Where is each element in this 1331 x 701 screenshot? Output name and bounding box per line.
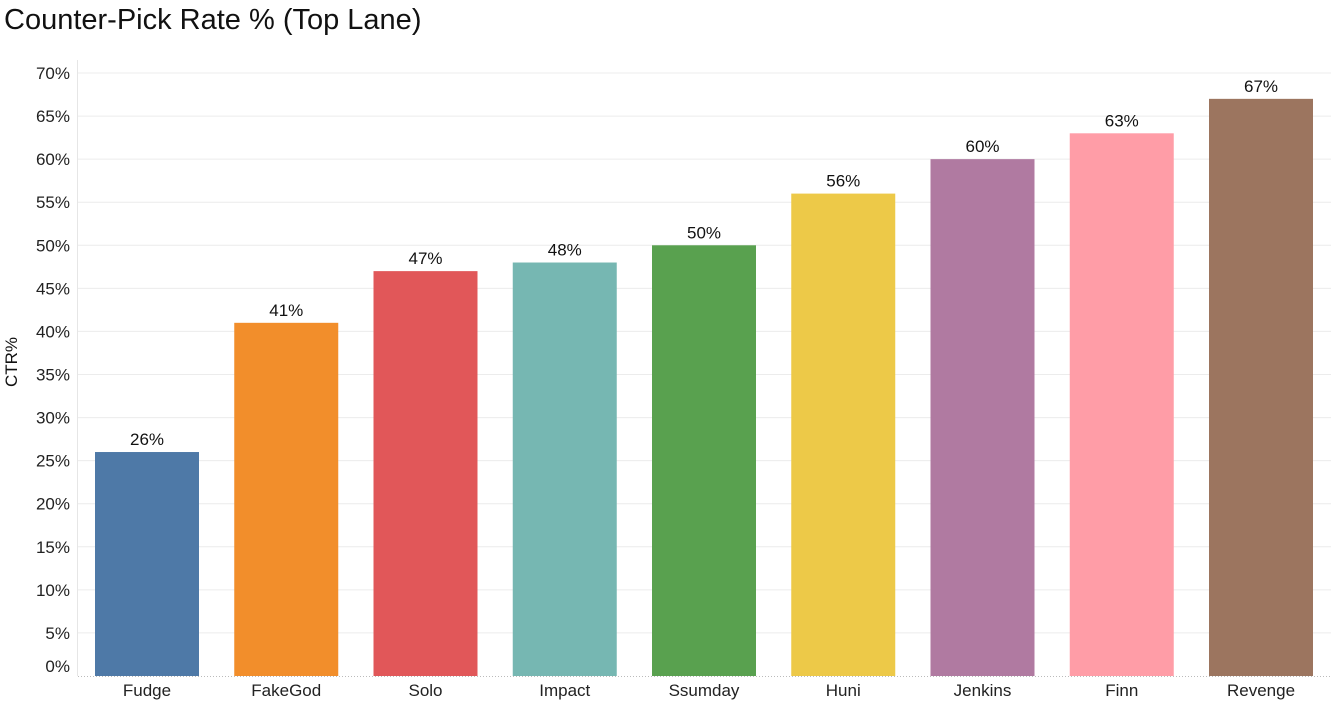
data-label: 26% bbox=[130, 430, 164, 449]
y-tick-label: 30% bbox=[36, 409, 70, 428]
y-tick-label: 10% bbox=[36, 581, 70, 600]
y-tick-label: 35% bbox=[36, 366, 70, 385]
data-label: 56% bbox=[826, 172, 860, 191]
data-label: 67% bbox=[1244, 77, 1278, 96]
data-label: 47% bbox=[408, 249, 442, 268]
bar-ssumday bbox=[652, 245, 756, 677]
y-tick-label: 40% bbox=[36, 322, 70, 341]
x-tick-label: Ssumday bbox=[669, 681, 740, 700]
axes bbox=[77, 60, 1331, 677]
data-label: 41% bbox=[269, 301, 303, 320]
x-tick-label: Fudge bbox=[123, 681, 171, 700]
bar-fudge bbox=[95, 452, 199, 676]
bar-finn bbox=[1069, 133, 1174, 677]
bar-revenge bbox=[1209, 98, 1313, 677]
y-tick-label: 60% bbox=[36, 150, 70, 169]
x-tick-label: Revenge bbox=[1227, 681, 1295, 700]
bars bbox=[95, 98, 1313, 677]
data-label: 60% bbox=[965, 137, 999, 156]
y-tick-label: 5% bbox=[45, 624, 70, 643]
x-tick-label: Huni bbox=[826, 681, 861, 700]
data-label: 50% bbox=[687, 223, 721, 242]
y-tick-label: 15% bbox=[36, 538, 70, 557]
y-tick-label: 55% bbox=[36, 193, 70, 212]
x-tick-label: Impact bbox=[539, 681, 590, 700]
y-tick-label: 70% bbox=[36, 64, 70, 83]
y-tick-label: 0% bbox=[45, 657, 70, 676]
y-tick-label: 50% bbox=[36, 236, 70, 255]
chart-title: Counter-Pick Rate % (Top Lane) bbox=[4, 4, 422, 36]
x-axis-ticks: Fudge FakeGod Solo Impact Ssumday Huni Jenkins… bbox=[123, 681, 1295, 700]
data-labels: 26% 41% 47% 48% 50% 56% 60% 63% 67% bbox=[130, 77, 1278, 449]
bar-huni bbox=[791, 193, 896, 676]
data-label: 48% bbox=[548, 241, 582, 260]
x-tick-label: FakeGod bbox=[251, 681, 321, 700]
y-axis-label: CTR% bbox=[2, 337, 21, 387]
y-tick-label: 65% bbox=[36, 107, 70, 126]
bar-fakegod bbox=[234, 322, 339, 676]
y-tick-label: 45% bbox=[36, 279, 70, 298]
bar-impact bbox=[512, 262, 617, 676]
bar-jenkins bbox=[930, 159, 1035, 677]
x-tick-label: Finn bbox=[1105, 681, 1138, 700]
y-tick-label: 20% bbox=[36, 495, 70, 514]
y-tick-label: 25% bbox=[36, 452, 70, 471]
x-tick-label: Jenkins bbox=[954, 681, 1012, 700]
x-tick-label: Solo bbox=[408, 681, 442, 700]
bar-solo bbox=[373, 271, 478, 676]
y-axis-ticks: 0% 5% 10% 15% 20% 25% 30% 35% 40% 45% 50% 55% 60% 65%… bbox=[36, 64, 70, 676]
data-label: 63% bbox=[1105, 111, 1139, 130]
